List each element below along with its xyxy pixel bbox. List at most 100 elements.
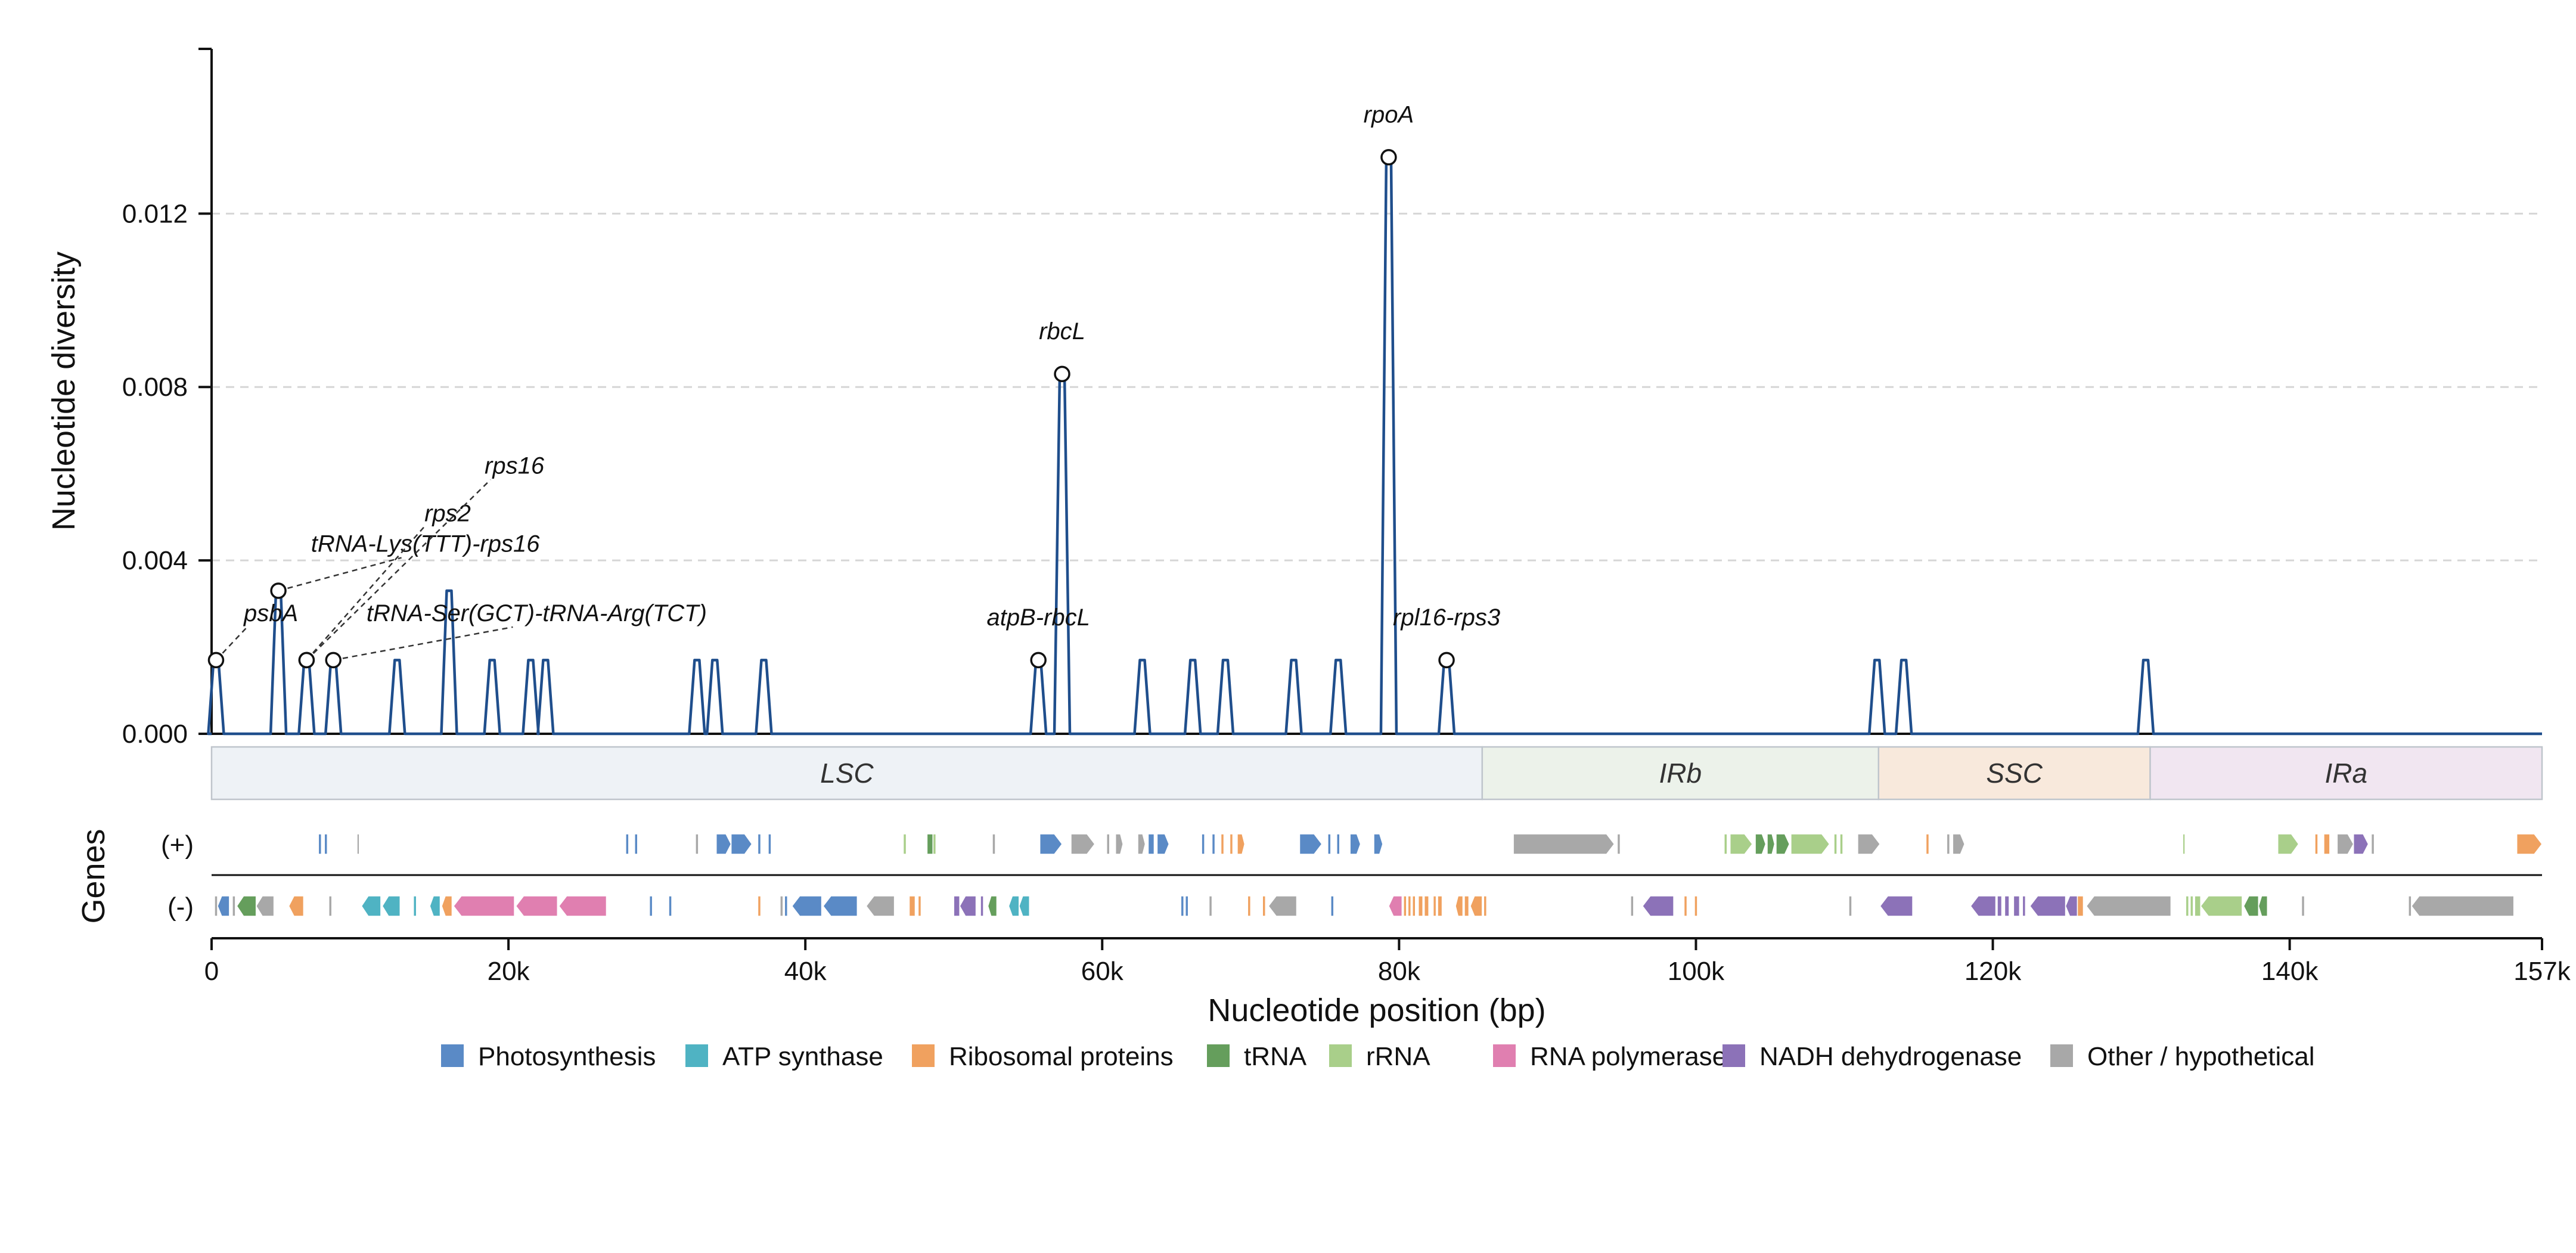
- gene-arrow: [324, 833, 328, 855]
- annotation-label: rpoA: [1364, 102, 1414, 128]
- leader-line: [333, 626, 513, 661]
- gene-arrow: [558, 895, 607, 917]
- x-tick-label: 60k: [1081, 957, 1124, 986]
- highlight-marker: [1380, 149, 1397, 166]
- gene-arrow: [1373, 833, 1383, 855]
- diversity-line: [207, 156, 2542, 736]
- gene-arrow: [1388, 895, 1403, 917]
- gene-arrow: [1423, 895, 1429, 917]
- legend-swatch: [912, 1044, 935, 1067]
- gene-arrow: [217, 895, 230, 917]
- gene-arrow: [1262, 895, 1266, 917]
- region-label: LSC: [820, 758, 874, 789]
- gene-arrow: [648, 895, 653, 917]
- leader-line: [278, 557, 402, 592]
- legend-label: rRNA: [1366, 1042, 1430, 1071]
- gene-arrow: [1432, 895, 1437, 917]
- gene-arrow: [2243, 895, 2260, 917]
- region-label: IRa: [2324, 758, 2367, 789]
- highlight-marker: [207, 652, 225, 669]
- y-axis-title: Nucleotide diversity: [46, 252, 82, 531]
- gene-arrow: [2022, 895, 2026, 917]
- legend-swatch: [1493, 1044, 1516, 1067]
- gene-arrow: [356, 833, 360, 855]
- gene-arrow: [1220, 833, 1225, 855]
- gene-arrow: [980, 895, 984, 917]
- annotation-label: rpl16-rps3: [1393, 604, 1500, 631]
- legend-swatch: [1329, 1044, 1352, 1067]
- gene-arrow: [1115, 833, 1123, 855]
- gene-arrow: [1201, 833, 1205, 855]
- region-ira: [2149, 746, 2543, 801]
- region-label: SSC: [1986, 758, 2043, 789]
- gene-arrow: [2004, 895, 2010, 917]
- gene-arrow: [1403, 895, 1407, 917]
- gene-arrow: [1790, 833, 1830, 855]
- gene-arrow: [412, 895, 417, 917]
- leader-line: [306, 479, 491, 661]
- highlight-annotations: psbAtRNA-Lys(TTT)-rps16rps2rps16tRNA-Ser…: [207, 102, 1500, 669]
- highlight-marker: [298, 652, 315, 669]
- gene-arrow: [1630, 895, 1634, 917]
- gene-arrow: [1925, 833, 1930, 855]
- gene-arrow: [1464, 895, 1470, 917]
- gene-arrow: [730, 833, 753, 855]
- legend-label: NADH dehydrogenase: [1759, 1042, 2022, 1071]
- gene-arrow: [1970, 895, 1997, 917]
- gene-arrow: [1694, 895, 1698, 917]
- gene-arrow: [1039, 833, 1063, 855]
- gene-arrow: [288, 895, 305, 917]
- gene-arrow: [1879, 895, 1913, 917]
- gene-arrow: [1616, 833, 1621, 855]
- region-lsc: [210, 746, 1483, 801]
- gene-arrow: [634, 833, 638, 855]
- gene-arrow: [1776, 833, 1790, 855]
- y-tick-label: 0.004: [122, 546, 188, 575]
- gene-arrow: [452, 895, 515, 917]
- annotation-label: rps2: [424, 501, 471, 527]
- gene-arrow: [932, 833, 937, 855]
- annotation-label: tRNA-Ser(GCT)-tRNA-Arg(TCT): [367, 600, 707, 626]
- gene-arrow: [2190, 895, 2194, 917]
- gene-arrow: [255, 895, 275, 917]
- gene-arrow: [1997, 895, 2003, 917]
- gene-arrow: [768, 833, 772, 855]
- gene-arrow: [2301, 895, 2305, 917]
- gene-arrow: [1211, 833, 1216, 855]
- leader-line: [306, 526, 424, 661]
- x-axis: 0 20k 40k 60k 80k 100k 120k 140k 157k: [204, 937, 2571, 986]
- gene-arrow: [2314, 833, 2319, 855]
- gene-arrow: [902, 833, 907, 855]
- x-tick-label: 80k: [1378, 957, 1421, 986]
- highlight-marker: [1054, 365, 1070, 383]
- legend-label: tRNA: [1244, 1042, 1307, 1071]
- gene-arrow: [757, 833, 762, 855]
- gene-arrow: [1513, 833, 1615, 855]
- gene-arrow: [1839, 833, 1843, 855]
- legend-swatch: [441, 1044, 464, 1067]
- x-axis-title: Nucleotide position (bp): [1208, 993, 1545, 1028]
- leader-line: [215, 626, 248, 661]
- gene-arrow: [1229, 833, 1234, 855]
- gene-arrow: [1247, 895, 1252, 917]
- gene-arrow: [1724, 833, 1728, 855]
- gene-arrow: [2185, 895, 2190, 917]
- x-tick-label: 0: [204, 957, 219, 986]
- gene-arrow: [668, 895, 672, 917]
- gene-arrow: [2077, 895, 2084, 917]
- highlight-marker: [1030, 652, 1047, 669]
- gene-arrow: [1327, 833, 1332, 855]
- gene-arrow: [2258, 895, 2268, 917]
- x-tick-label: 100k: [1668, 957, 1725, 986]
- gene-arrow: [784, 895, 789, 917]
- gene-arrow: [959, 895, 977, 917]
- gene-arrow: [328, 895, 333, 917]
- gene-arrow: [1437, 895, 1443, 917]
- y-tick-label: 0.012: [122, 199, 188, 228]
- gene-arrow: [1008, 895, 1020, 917]
- gene-arrow: [953, 895, 960, 917]
- x-tick-label: 20k: [488, 957, 530, 986]
- gene-arrow: [1237, 833, 1246, 855]
- highlight-marker: [1438, 652, 1455, 669]
- highlight-marker: [325, 652, 342, 669]
